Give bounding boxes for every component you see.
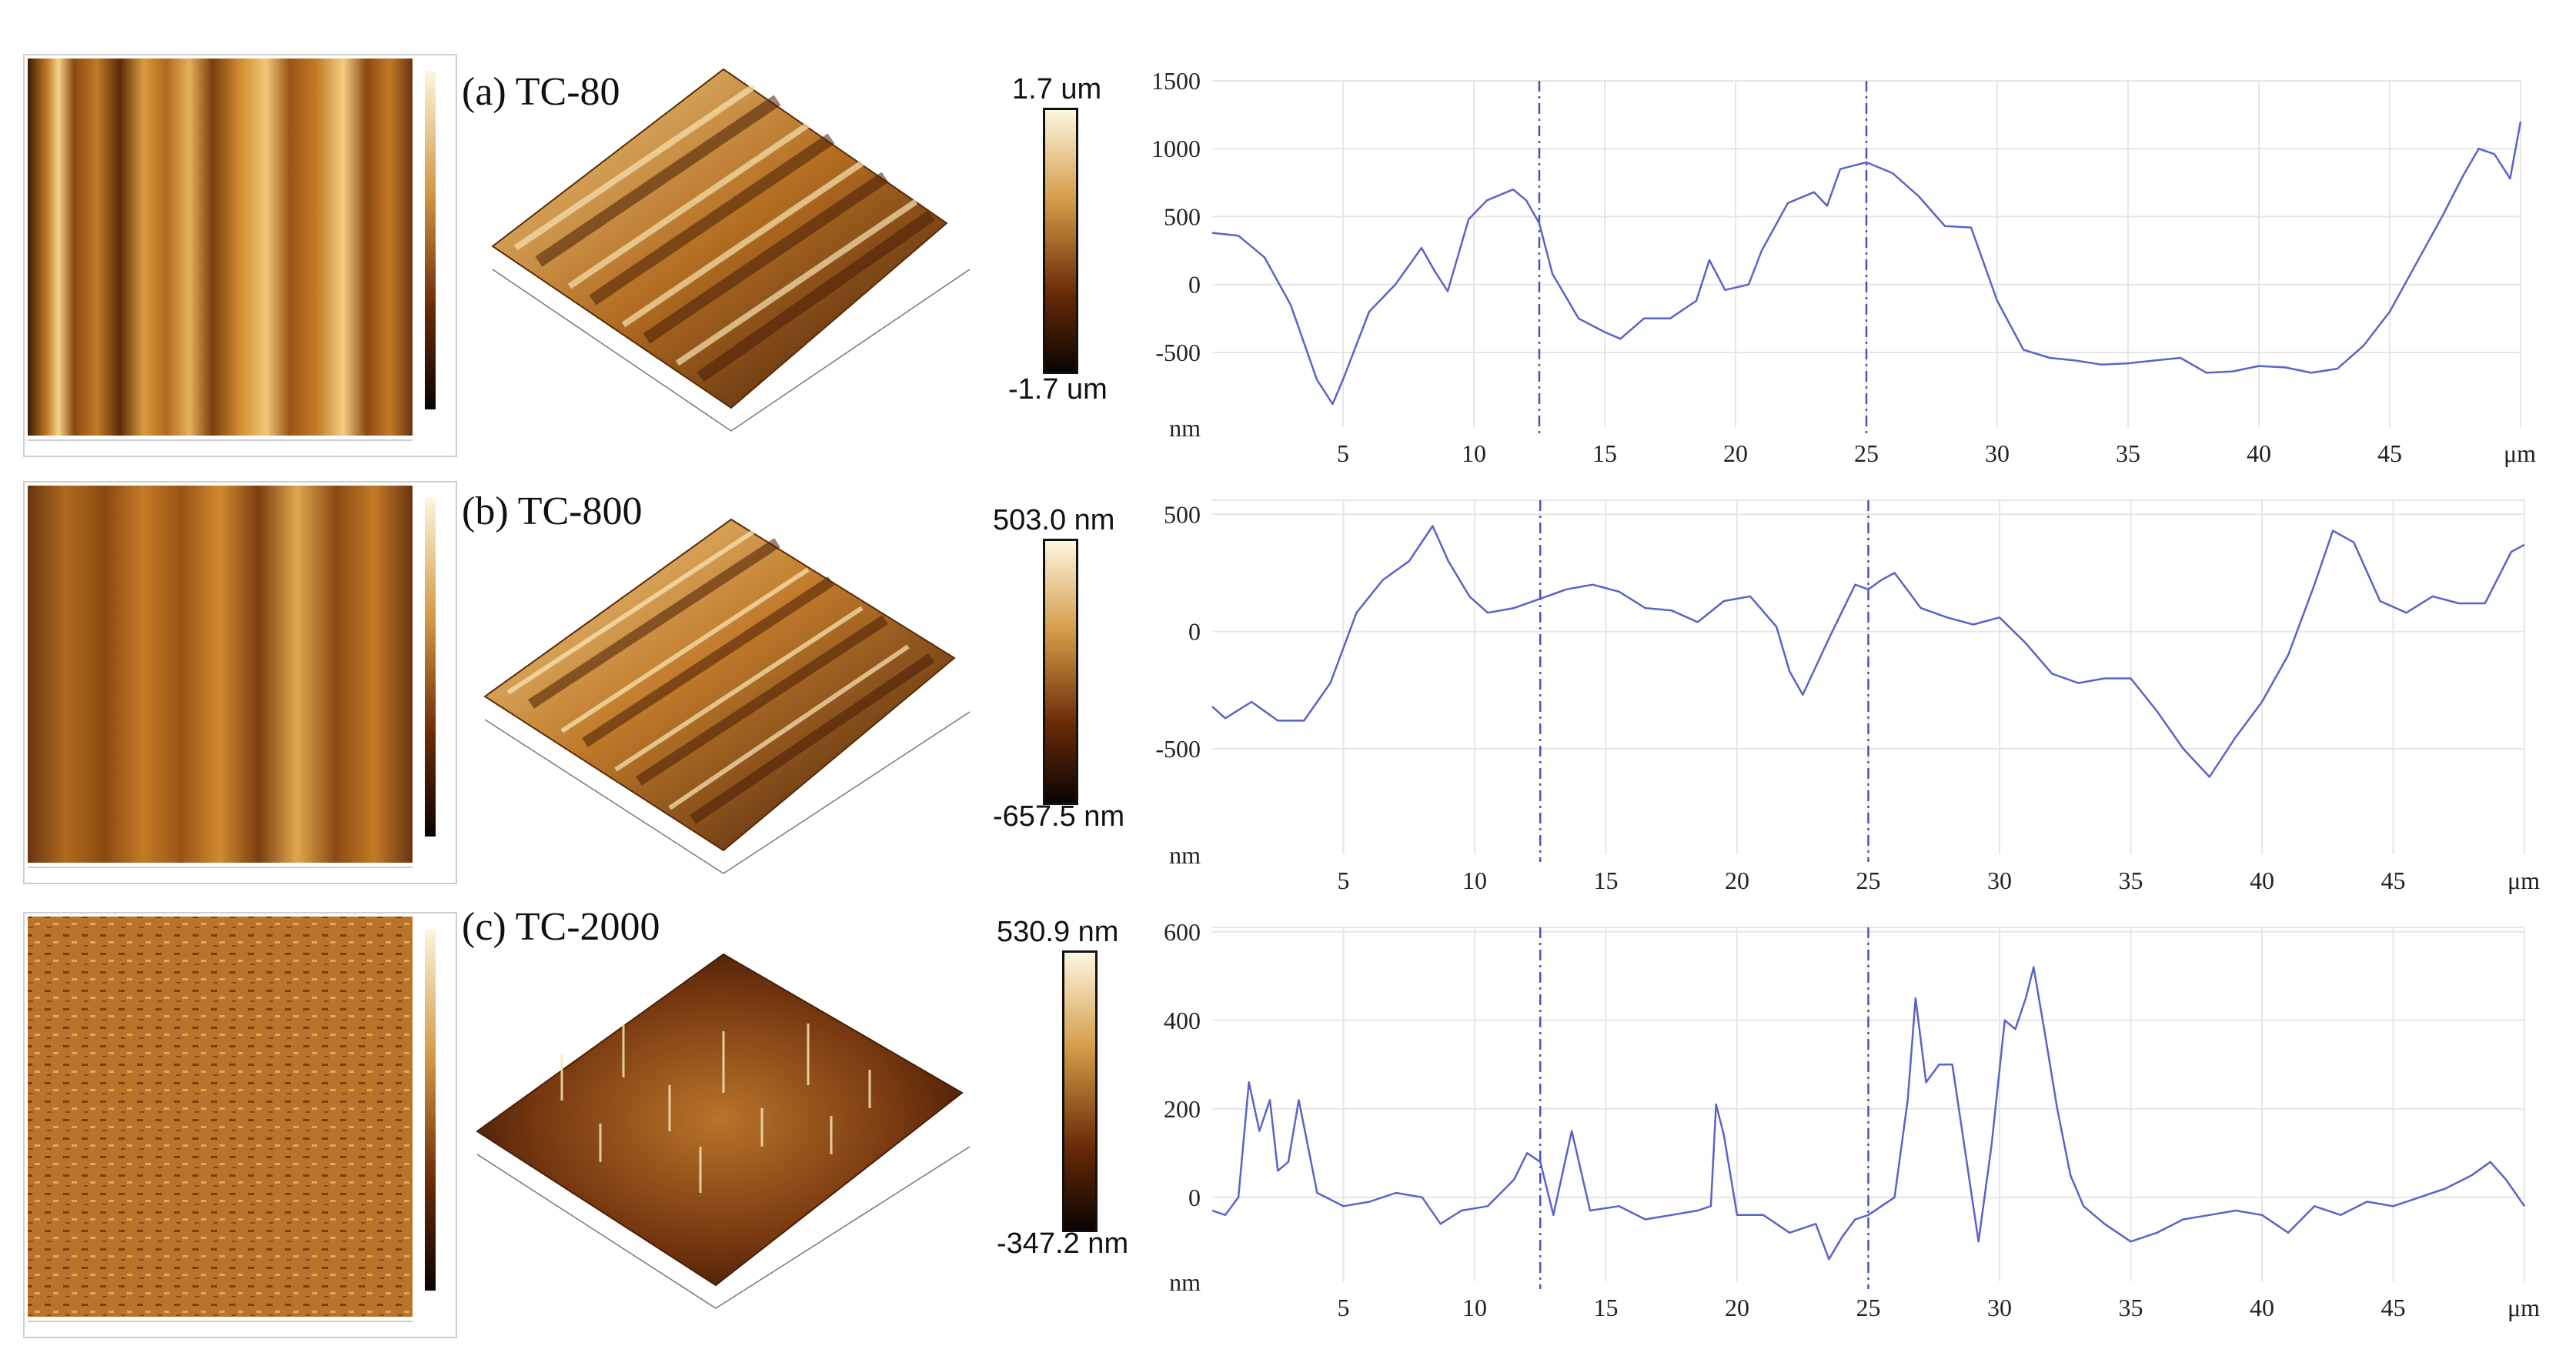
colorbar-min-b: -657.5 nm: [993, 800, 1125, 833]
colorbar-min-c: -347.2 nm: [997, 1227, 1129, 1260]
afm-2d-image-c: [23, 912, 457, 1338]
afm-2d-image-a: [23, 54, 457, 457]
colorbar-c: [1062, 950, 1098, 1232]
colorbar-max-a: 1.7 um: [1012, 73, 1102, 105]
panel-title-c: (c) TC-2000: [462, 905, 660, 949]
panel-a: (a) TC-80 1.7 um -1.7 um: [0, 0, 2576, 462]
panel-title-a: (a) TC-80: [462, 70, 620, 114]
afm-2d-image-b: [23, 481, 457, 884]
colorbar-b: [1043, 539, 1078, 805]
colorbar-a: [1043, 108, 1078, 374]
panel-title-b: (b) TC-800: [462, 489, 643, 533]
afm-2d-svg-c: [28, 917, 436, 1322]
colorbar-max-c: 530.9 nm: [997, 916, 1119, 948]
afm-2d-svg-a: [28, 58, 436, 441]
colorbar-max-b: 503.0 nm: [993, 504, 1115, 536]
panel-c: (c) TC-2000 530.9 nm -347.2 nm: [0, 900, 2576, 1354]
afm-2d-svg-b: [28, 486, 436, 868]
afm-3d-surface-c: [476, 953, 971, 1309]
panel-b: (b) TC-800 503.0 nm -657.5 nm: [0, 473, 2576, 904]
afm-3d-surface-a: [491, 68, 971, 432]
colorbar-min-a: -1.7 um: [1008, 373, 1108, 406]
afm-3d-surface-b: [483, 518, 971, 874]
